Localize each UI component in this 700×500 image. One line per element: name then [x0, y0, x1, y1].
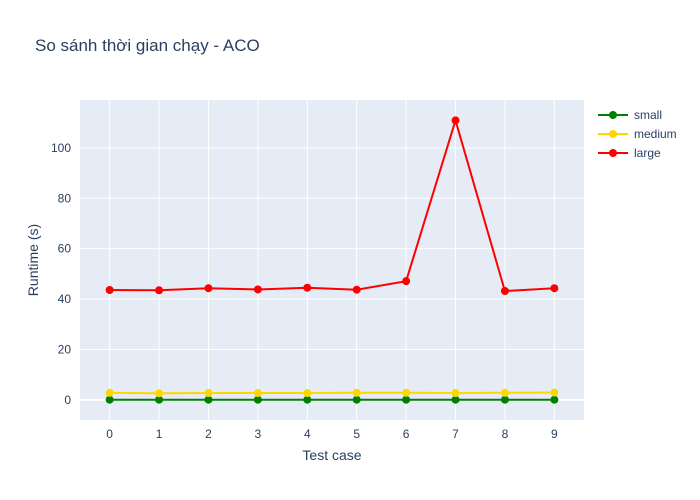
legend-swatch-marker: [609, 130, 617, 138]
data-point-large: [105, 285, 114, 294]
data-point-small: [402, 395, 411, 404]
x-tick-label: 8: [502, 427, 509, 441]
x-tick-label: 7: [452, 427, 459, 441]
x-axis-title: Test case: [302, 447, 361, 463]
legend-item-large[interactable]: large: [598, 146, 661, 160]
legend-item-small[interactable]: small: [598, 108, 662, 122]
data-point-large: [253, 285, 262, 294]
legend-label: small: [634, 108, 662, 122]
data-point-large: [550, 284, 559, 293]
y-tick-label: 80: [58, 191, 72, 205]
series-line-medium: [109, 391, 555, 395]
series-line-large: [109, 116, 555, 293]
y-tick-label: 20: [58, 342, 72, 356]
legend-swatch-marker: [609, 149, 617, 157]
data-point-medium: [204, 389, 213, 398]
legend-label: large: [634, 146, 661, 160]
data-point-small: [105, 395, 114, 404]
data-point-medium: [550, 388, 559, 397]
data-point-large: [352, 285, 361, 294]
data-point-medium: [303, 389, 312, 398]
data-point-medium: [253, 389, 262, 398]
data-point-small: [451, 395, 460, 404]
plot-background: [80, 100, 584, 420]
chart-title: So sánh thời gian chạy - ACO: [35, 36, 260, 55]
y-tick-label: 40: [58, 292, 72, 306]
legend-swatch-marker: [609, 111, 617, 119]
data-point-small: [204, 395, 213, 404]
y-tick-label: 60: [58, 242, 72, 256]
y-tick-label: 0: [64, 393, 71, 407]
data-point-small: [253, 395, 262, 404]
y-tick-labels: 0 20 40 60 80 100: [51, 141, 71, 407]
x-tick-label: 6: [403, 427, 410, 441]
series-lines: [109, 116, 555, 401]
legend[interactable]: small medium large: [598, 108, 677, 160]
y-tick-label: 100: [51, 141, 71, 155]
data-point-medium: [500, 388, 509, 397]
data-point-large: [155, 286, 164, 295]
data-point-large: [402, 277, 411, 286]
x-tick-label: 2: [205, 427, 212, 441]
legend-item-medium[interactable]: medium: [598, 127, 677, 141]
data-point-small: [303, 395, 312, 404]
data-point-large: [451, 116, 460, 125]
y-axis-title: Runtime (s): [25, 224, 41, 296]
data-point-small: [155, 395, 164, 404]
x-tick-label: 1: [156, 427, 163, 441]
x-tick-label: 4: [304, 427, 311, 441]
data-point-large: [204, 284, 213, 293]
data-point-small: [550, 395, 559, 404]
legend-label: medium: [634, 127, 677, 141]
series-points: [105, 116, 559, 404]
x-tick-label: 9: [551, 427, 558, 441]
data-point-large: [303, 283, 312, 292]
x-tick-labels: 0 1 2 3 4 5 6 7 8 9: [106, 427, 558, 441]
data-point-medium: [402, 388, 411, 397]
data-point-medium: [352, 388, 361, 397]
data-point-large: [500, 286, 509, 295]
data-point-small: [500, 395, 509, 404]
x-tick-label: 5: [353, 427, 360, 441]
data-point-medium: [105, 388, 114, 397]
data-point-small: [352, 395, 361, 404]
x-tick-label: 0: [106, 427, 113, 441]
x-tick-label: 3: [255, 427, 262, 441]
data-point-medium: [451, 389, 460, 398]
data-point-medium: [155, 389, 164, 398]
